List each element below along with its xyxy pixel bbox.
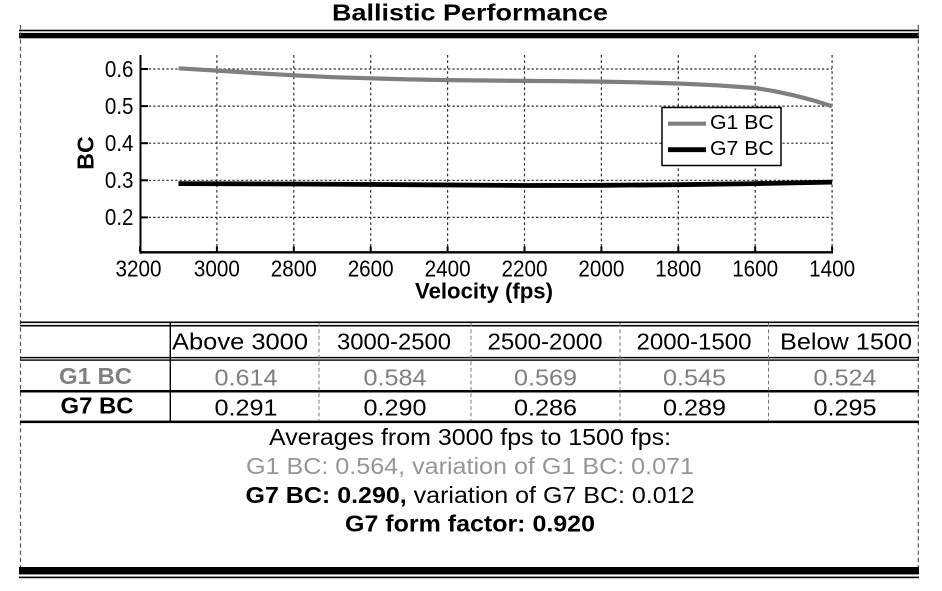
svg-text:Below 1500: Below 1500 [780, 329, 912, 355]
svg-text:0.289: 0.289 [663, 395, 726, 421]
svg-text:G7 BC: G7 BC [710, 138, 774, 160]
svg-text:Averages from 3000 fps to 1500: Averages from 3000 fps to 1500 fps: [269, 424, 671, 450]
svg-text:0.6: 0.6 [105, 56, 134, 82]
svg-text:Above 3000: Above 3000 [172, 329, 308, 355]
svg-text:0.5: 0.5 [105, 93, 134, 119]
svg-text:1600: 1600 [732, 256, 778, 282]
svg-text:0.524: 0.524 [814, 365, 877, 391]
svg-text:3000-2500: 3000-2500 [337, 329, 451, 355]
svg-text:1800: 1800 [655, 256, 701, 282]
svg-text:2800: 2800 [271, 256, 317, 282]
svg-text:3000: 3000 [194, 256, 240, 282]
svg-text:0.569: 0.569 [514, 365, 577, 391]
svg-text:2600: 2600 [348, 256, 394, 282]
svg-text:BC: BC [73, 136, 99, 170]
svg-text:2200: 2200 [502, 256, 548, 282]
svg-text:0.290: 0.290 [364, 395, 427, 421]
svg-text:Velocity (fps): Velocity (fps) [415, 279, 553, 304]
svg-text:3200: 3200 [116, 256, 162, 282]
svg-text:0.2: 0.2 [105, 204, 134, 230]
svg-text:0.614: 0.614 [215, 365, 278, 391]
svg-text:0.291: 0.291 [215, 395, 278, 421]
svg-text:1400: 1400 [809, 256, 855, 282]
svg-text:0.4: 0.4 [105, 130, 134, 156]
svg-text:2000: 2000 [578, 256, 624, 282]
svg-text:2000-1500: 2000-1500 [637, 329, 752, 355]
svg-text:0.584: 0.584 [364, 365, 427, 391]
svg-text:2400: 2400 [425, 256, 471, 282]
svg-text:0.545: 0.545 [663, 365, 726, 391]
svg-text:G1 BC: G1 BC [710, 112, 774, 134]
svg-text:Ballistic Performance: Ballistic Performance [332, 0, 608, 26]
svg-text:G7 BC: G7 BC [61, 393, 134, 419]
svg-text:0.295: 0.295 [814, 395, 877, 421]
svg-text:0.3: 0.3 [105, 167, 134, 193]
svg-text:0.286: 0.286 [514, 395, 577, 421]
svg-text:G7 BC: 0.290, variation of G7: G7 BC: 0.290, variation of G7 BC: 0.012 [246, 482, 695, 508]
svg-text:G1 BC: G1 BC [59, 363, 132, 389]
svg-text:G7 form factor: 0.920: G7 form factor: 0.920 [345, 510, 595, 536]
svg-text:G1 BC: 0.564, variation of G1: G1 BC: 0.564, variation of G1 BC: 0.071 [246, 453, 694, 479]
svg-text:2500-2000: 2500-2000 [488, 329, 603, 355]
